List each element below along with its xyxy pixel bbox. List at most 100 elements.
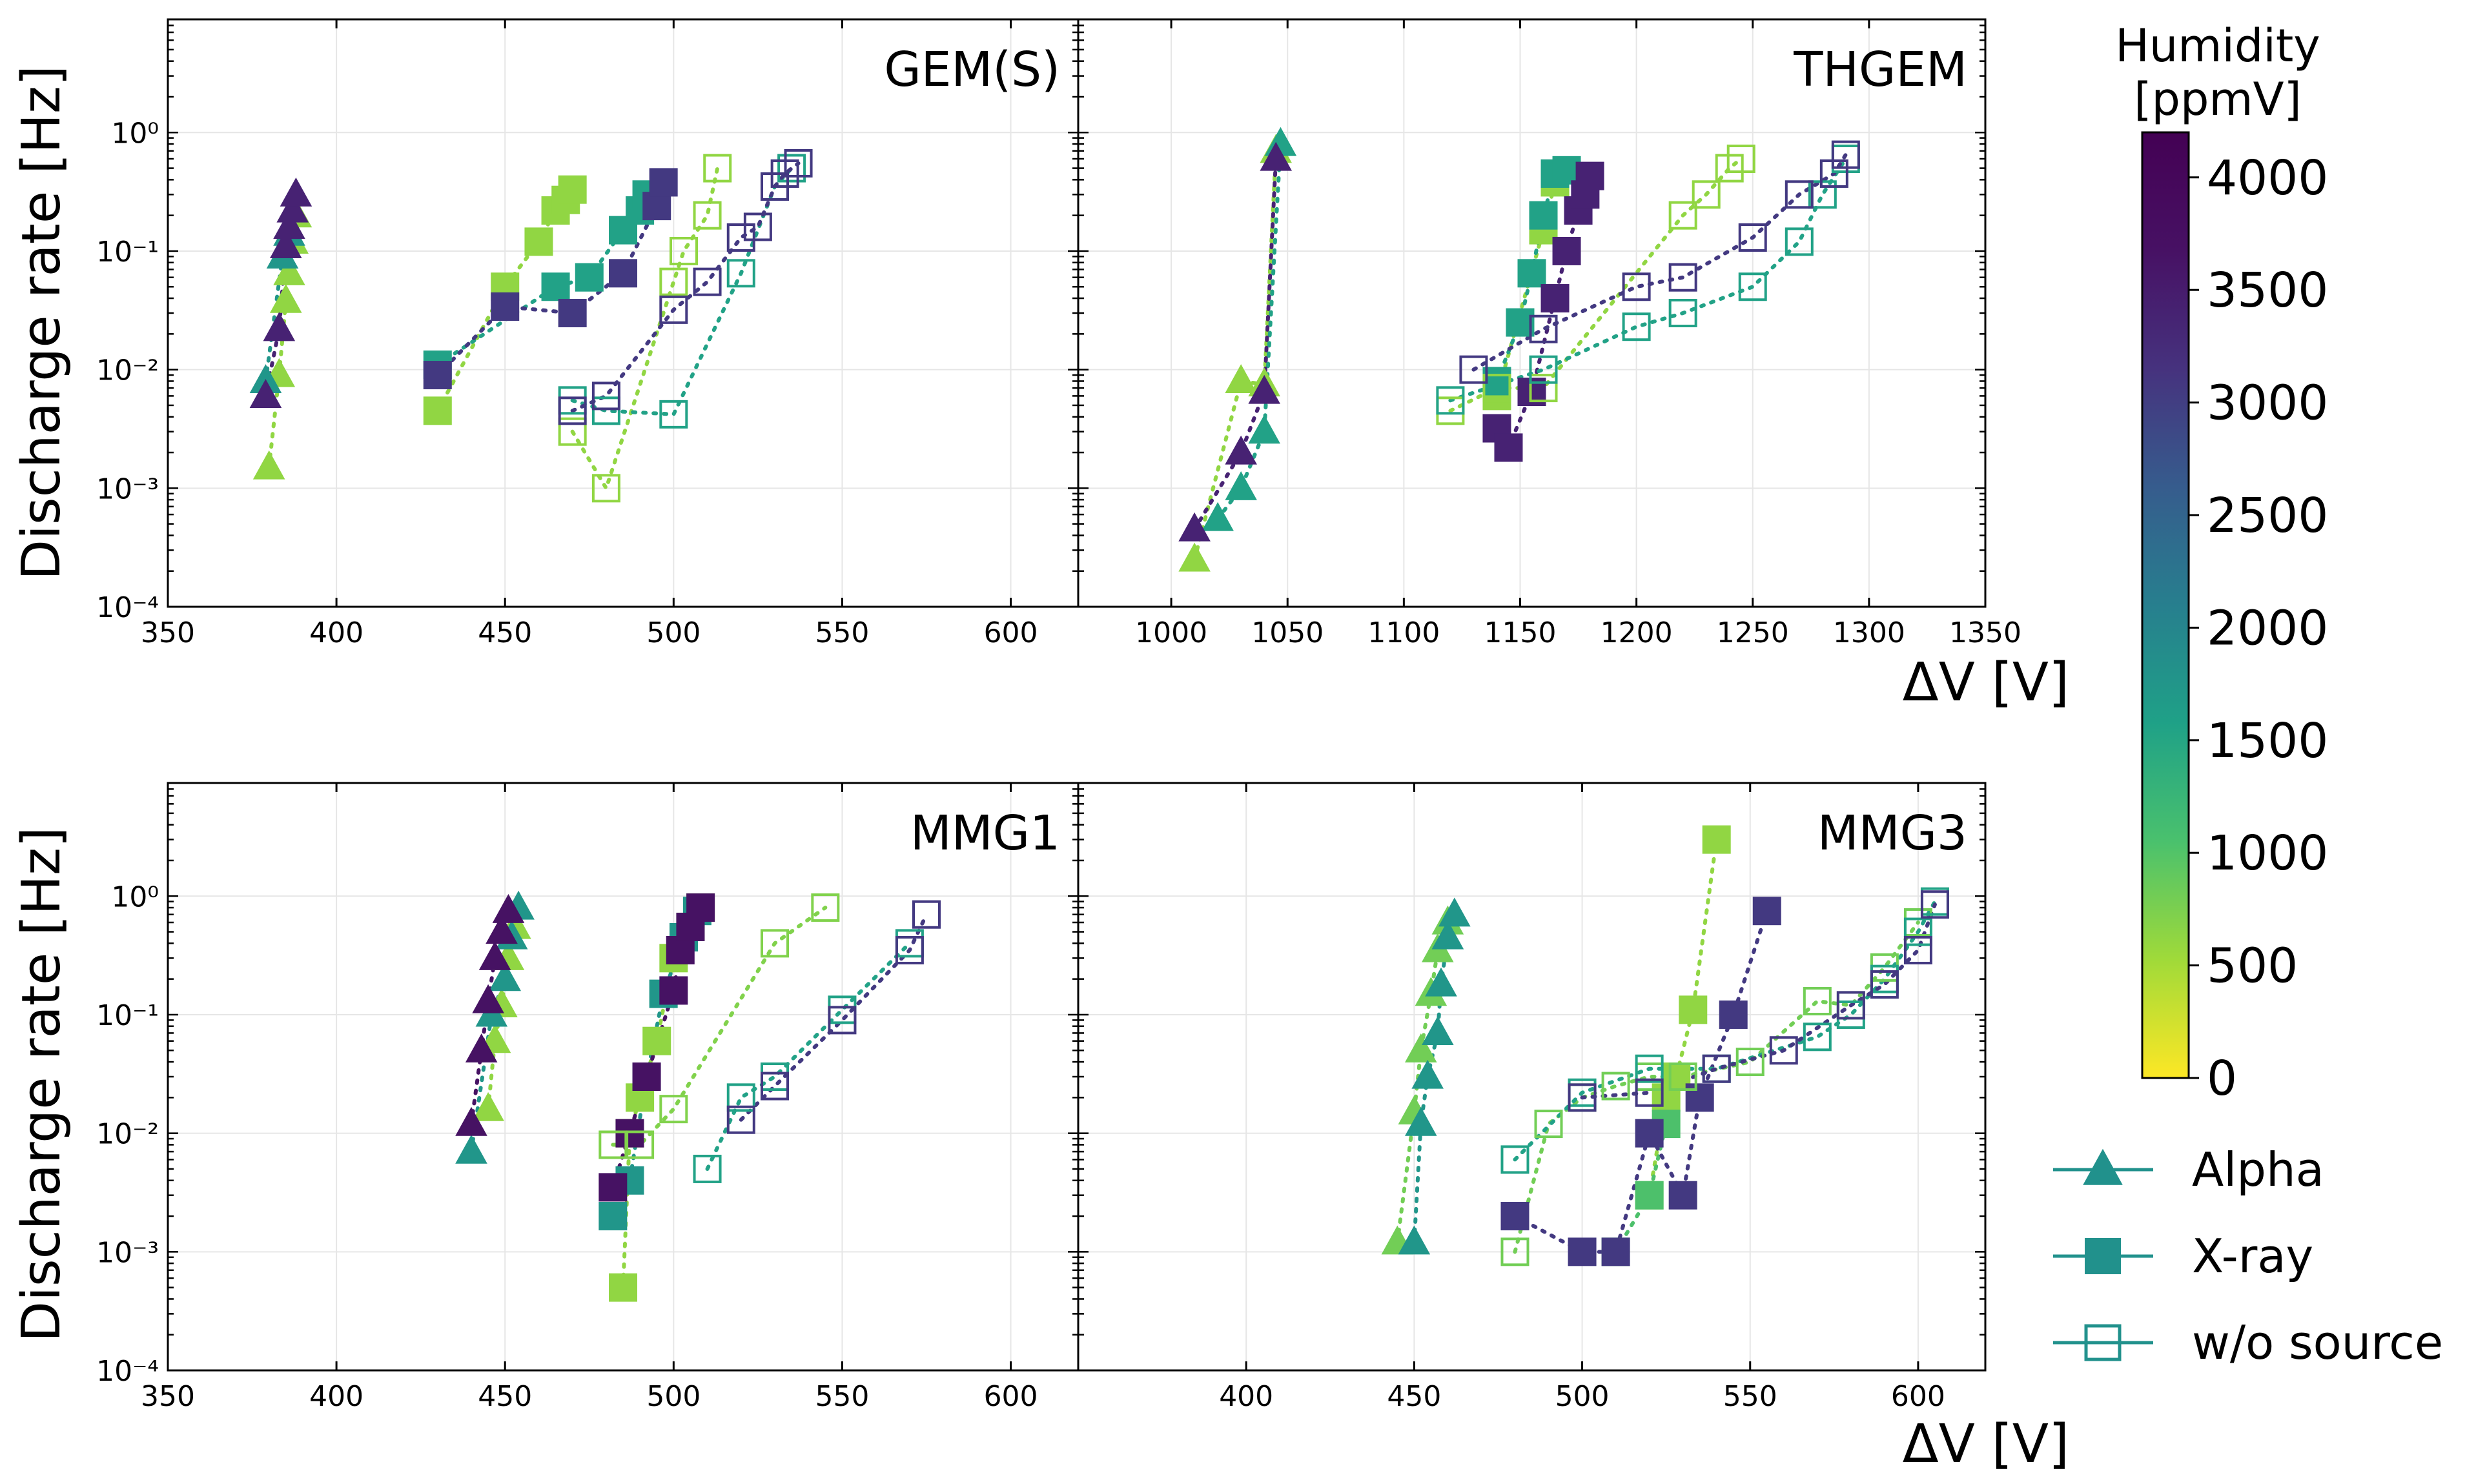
panel-mmg3: 400 450 500 550 600 MMG3 bbox=[1077, 782, 1987, 1413]
x-tick-label: 550 bbox=[815, 1380, 869, 1413]
legend: Alpha X-ray w/o source bbox=[2053, 1143, 2443, 1370]
x-tick-label: 350 bbox=[141, 616, 195, 649]
ylabel-top: Discharge rate [Hz] bbox=[11, 65, 72, 580]
colorbar-tick-label: 1000 bbox=[2207, 826, 2328, 881]
data-point-no-source bbox=[1622, 272, 1651, 301]
data-point-no-source bbox=[895, 936, 924, 965]
y-tick-label: 10⁻² bbox=[96, 1118, 159, 1151]
x-tick-label: 1000 bbox=[1135, 616, 1207, 649]
panel-mmg1: 350 400 450 500 550 600 10⁻⁴ 10⁻³ 10⁻² 10⁻¹ 10⁰ MMG… bbox=[96, 782, 1079, 1413]
data-point-xray bbox=[659, 976, 688, 1005]
data-point-xray bbox=[1494, 433, 1523, 462]
y-tick-label: 10⁻¹ bbox=[96, 999, 159, 1032]
y-tick-label: 10⁻¹ bbox=[96, 236, 159, 269]
x-tick-label: 550 bbox=[815, 616, 869, 649]
data-point-alpha bbox=[455, 1134, 487, 1164]
data-point-xray bbox=[423, 361, 452, 390]
ylabel-bottom: Discharge rate [Hz] bbox=[11, 827, 72, 1342]
data-point-no-source bbox=[1803, 1022, 1832, 1052]
data-point-xray bbox=[1500, 1202, 1530, 1231]
data-point-alpha bbox=[1248, 414, 1281, 444]
data-point-alpha bbox=[1178, 542, 1211, 572]
y-tick-label: 10⁻³ bbox=[96, 1236, 159, 1269]
data-point-xray bbox=[423, 396, 452, 425]
data-point-alpha bbox=[486, 915, 518, 944]
data-point-alpha bbox=[489, 962, 522, 991]
data-point-xray bbox=[1668, 1181, 1697, 1210]
x-tick-label: 550 bbox=[1723, 1380, 1777, 1413]
data-point-alpha bbox=[1225, 364, 1257, 394]
data-point-alpha bbox=[1404, 1033, 1437, 1062]
x-tick-label: 450 bbox=[478, 1380, 532, 1413]
series-line bbox=[1495, 180, 1557, 398]
legend-item-x-ray: X-ray bbox=[2053, 1229, 2313, 1283]
series-line bbox=[1471, 152, 1848, 372]
panel-gems: 350 400 450 500 550 600 10⁻⁴ 10⁻³ 10⁻² 10⁻¹ 10⁰ GEM… bbox=[96, 18, 1079, 649]
data-point-no-source bbox=[1785, 227, 1814, 256]
data-point-no-source bbox=[659, 1095, 688, 1124]
colorbar-tick-label: 2000 bbox=[2207, 600, 2328, 656]
data-point-no-source bbox=[743, 212, 772, 241]
data-point-xray bbox=[558, 175, 587, 204]
data-point-no-source bbox=[626, 1130, 655, 1159]
data-point-alpha bbox=[1404, 1106, 1437, 1136]
series-line bbox=[435, 192, 649, 367]
data-point-no-source bbox=[591, 381, 620, 411]
xlabel-bottom: ΔV [V] bbox=[1903, 1414, 2069, 1475]
data-point-no-source bbox=[1635, 1078, 1664, 1107]
x-tick-label: 400 bbox=[309, 1380, 363, 1413]
data-point-no-source bbox=[761, 929, 789, 958]
x-tick-label: 1150 bbox=[1484, 616, 1556, 649]
data-point-no-source bbox=[693, 201, 722, 230]
data-point-no-source bbox=[558, 396, 587, 425]
data-point-xray bbox=[615, 1119, 644, 1148]
data-point-xray bbox=[1552, 236, 1581, 265]
data-point-alpha bbox=[276, 193, 309, 223]
data-point-xray bbox=[1517, 259, 1546, 288]
series-line bbox=[1192, 157, 1278, 532]
x-tick-label: 400 bbox=[1219, 1380, 1273, 1413]
data-point-no-source bbox=[1769, 1036, 1798, 1065]
x-tick-label: 1300 bbox=[1833, 616, 1905, 649]
data-point-xray bbox=[1529, 201, 1558, 230]
y-tick-label: 10⁻⁴ bbox=[96, 591, 159, 624]
series-line bbox=[1448, 157, 1848, 403]
colorbar-ticks: 0 500 1000 1500 2000 2500 3000 3500 4000 bbox=[2189, 150, 2328, 1106]
series-line bbox=[1192, 148, 1278, 562]
data-point-alpha bbox=[269, 229, 302, 258]
colorbar-tick-label: 4000 bbox=[2207, 150, 2328, 206]
legend-item-w-o-source: w/o source bbox=[2053, 1316, 2443, 1370]
data-point-alpha bbox=[492, 893, 525, 923]
data-point-alpha bbox=[269, 283, 302, 313]
panel-label: THGEM bbox=[1793, 42, 1967, 97]
data-point-xray bbox=[1635, 1119, 1664, 1148]
data-point-xray bbox=[599, 1173, 628, 1202]
data-point-no-source bbox=[1735, 1048, 1765, 1077]
panel-label: MMG3 bbox=[1817, 806, 1967, 861]
data-point-alpha bbox=[1260, 141, 1293, 171]
data-point-xray bbox=[642, 1026, 671, 1055]
data-point-no-source bbox=[558, 417, 587, 446]
data-point-no-source bbox=[1870, 970, 1899, 999]
series-line bbox=[611, 906, 828, 1147]
data-point-xray bbox=[599, 1202, 628, 1231]
data-point-no-source bbox=[1668, 201, 1697, 230]
data-point-xray bbox=[609, 259, 637, 288]
colorbar-gradient bbox=[2141, 131, 2190, 1079]
data-point-alpha bbox=[472, 1092, 504, 1121]
x-tick-label: 450 bbox=[1387, 1380, 1441, 1413]
data-point-no-source bbox=[703, 154, 732, 183]
y-tick-label: 10⁰ bbox=[111, 117, 159, 150]
data-point-no-source bbox=[1529, 374, 1558, 403]
data-point-xray bbox=[524, 227, 553, 256]
x-tick-label: 1350 bbox=[1949, 616, 2021, 649]
data-point-alpha bbox=[273, 256, 305, 285]
data-point-alpha bbox=[1431, 920, 1464, 950]
data-point-no-source bbox=[1738, 272, 1767, 301]
y-tick-label: 10⁻⁴ bbox=[96, 1355, 159, 1388]
data-point-no-source bbox=[1831, 140, 1860, 169]
data-point-xray bbox=[575, 263, 604, 292]
data-point-alpha bbox=[1438, 897, 1471, 927]
data-point-no-source bbox=[726, 259, 755, 288]
